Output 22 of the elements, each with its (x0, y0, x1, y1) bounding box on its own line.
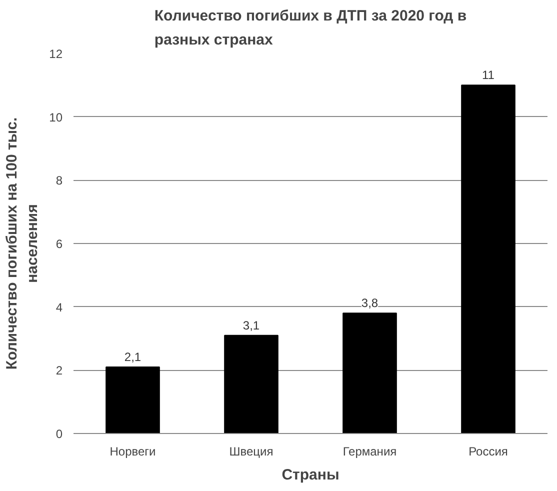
x-axis-title: Страны (282, 466, 340, 484)
data-label: 3,1 (242, 318, 260, 332)
y-axis-title: Количество погибших на 100 тыс. населения (4, 117, 42, 370)
bar (461, 84, 516, 434)
bar (342, 312, 397, 434)
y-tick-label: 4 (56, 300, 63, 314)
x-tick-label: Россия (468, 444, 508, 458)
y-tick-label: 0 (56, 427, 63, 441)
bar (106, 366, 160, 434)
y-tick-label: 12 (49, 47, 63, 61)
chart-title: Количество погибших в ДТП за 2020 год в разных странах (154, 8, 467, 48)
y-tick-label: 2 (56, 364, 63, 378)
y-tick-label: 6 (56, 237, 63, 251)
x-tick-label: Швеция (229, 444, 274, 458)
x-tick-label: Норвеги (110, 444, 156, 458)
y-tick-label: 8 (56, 174, 63, 188)
x-tick-label: Германия (342, 444, 397, 458)
data-label: 3,8 (361, 296, 378, 310)
y-tick-label: 10 (49, 110, 63, 124)
bar (224, 334, 278, 434)
data-label: 2,1 (124, 350, 142, 364)
data-label: 11 (482, 68, 495, 82)
